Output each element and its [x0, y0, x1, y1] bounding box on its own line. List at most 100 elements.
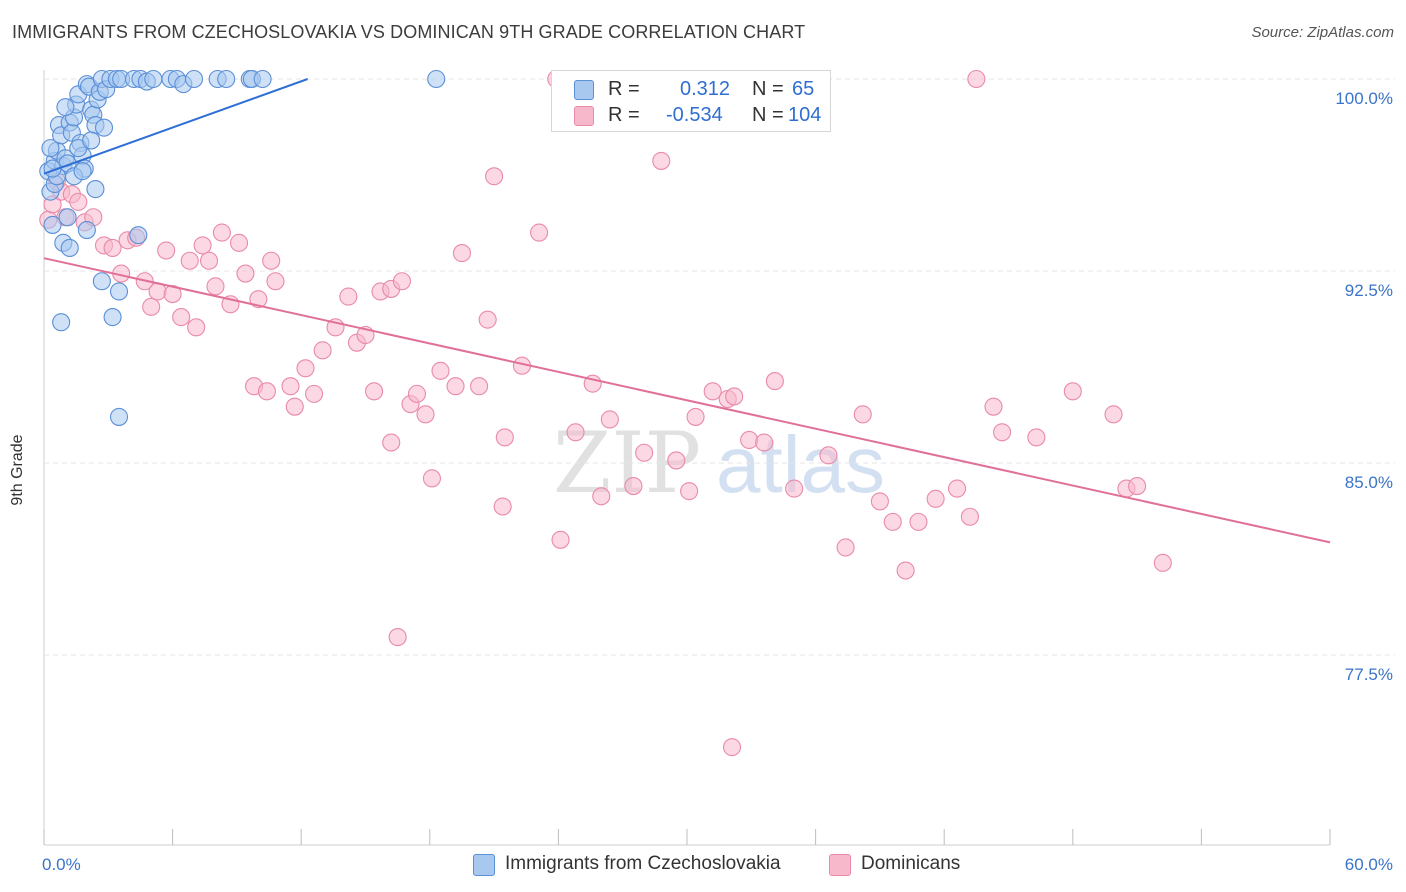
dominicans-point [422, 469, 441, 488]
dominicans-point [495, 428, 514, 447]
dominicans-point [1063, 382, 1082, 401]
dominicans-point [382, 433, 401, 452]
dominicans-point [993, 423, 1012, 442]
legend-r-value: 0.312 [680, 78, 731, 100]
dominicans-point [686, 407, 705, 426]
dominicans-point [407, 384, 426, 403]
dominicans-point [592, 487, 611, 506]
dominicans-point [680, 482, 699, 501]
dominicans-point [836, 538, 855, 557]
dominicans-point [740, 430, 759, 450]
dominicans-point [206, 277, 225, 296]
legend-n-value: 104 [788, 104, 822, 126]
y-tick-label: 85.0% [1345, 473, 1393, 492]
legend-r-label: R = [608, 78, 640, 100]
dominicans-point [624, 476, 643, 496]
dominicans-point [281, 377, 300, 396]
legend-n-label: N = [752, 104, 784, 126]
chart-title: IMMIGRANTS FROM CZECHOSLOVAKIA VS DOMINI… [12, 22, 806, 42]
chart-source: Source: ZipAtlas.com [1251, 24, 1394, 41]
dominicans-point [566, 423, 585, 442]
dominicans-point [883, 512, 902, 531]
czechoslovakia-point [86, 180, 105, 199]
dominicans-point [725, 387, 744, 406]
dominicans-point [478, 310, 497, 329]
czechoslovakia-point [58, 208, 77, 227]
dominicans-point [1104, 405, 1123, 424]
czechoslovakia-point [129, 226, 148, 245]
czechoslovakia-trend-line [43, 78, 308, 175]
dominicans-point [600, 410, 619, 429]
dominicans-point [416, 405, 435, 424]
legend-n-label: N = [752, 78, 784, 100]
czechoslovakia-point [217, 69, 236, 89]
dominicans-point [470, 377, 489, 396]
dominicans-point [103, 238, 122, 258]
dominicans-point [392, 272, 411, 291]
dominicans-point [967, 69, 986, 89]
dominicans-point [187, 318, 206, 337]
dominicans-point [266, 272, 285, 291]
dominicans-point [948, 479, 967, 498]
dominicans-point [365, 382, 384, 401]
dominicans-point [765, 372, 784, 391]
legend-r-value: -0.534 [666, 104, 723, 126]
y-tick-label: 92.5% [1345, 281, 1393, 300]
y-tick-label: 77.5% [1345, 665, 1393, 684]
series-legend: Immigrants from Czechoslovakia Dominican… [0, 852, 1406, 878]
dominicans-point [262, 251, 281, 270]
dominicans-point [296, 359, 315, 378]
dominicans-points [39, 69, 1172, 757]
dominicans-point [785, 479, 804, 498]
y-tick-label: 100.0% [1335, 89, 1393, 108]
dominicans-point [1153, 553, 1172, 572]
dominicans-point [703, 382, 722, 401]
dominicans-point [199, 251, 219, 270]
watermark-atlas: atlas [716, 420, 885, 509]
dominicans-point [163, 284, 182, 304]
tick-labels: 77.5% 85.0% 92.5% 100.0% 0.0% 60.0% [42, 89, 1393, 874]
dominicans-point [984, 397, 1003, 416]
czechoslovakia-point [56, 98, 75, 117]
dominicans-point [853, 405, 872, 424]
legend-n-value: 65 [792, 78, 815, 100]
czechoslovakia-point [427, 69, 446, 89]
czechoslovakia-point [41, 139, 60, 158]
legend-swatch-czechoslovakia [473, 854, 495, 876]
czechoslovakia-point [184, 69, 204, 89]
czechoslovakia-point [253, 69, 272, 89]
dominicans-point [257, 382, 276, 401]
czechoslovakia-point [60, 238, 79, 258]
legend-row-czechoslovakia: R = 0.312 N = 65 [574, 76, 824, 102]
czechoslovakia-point [109, 282, 129, 301]
axes [43, 70, 1331, 846]
dominicans-point [157, 241, 176, 260]
legend-r-label: R = [608, 104, 640, 126]
dominicans-point [236, 264, 255, 283]
dominicans-point [652, 151, 671, 170]
dominicans-point [909, 512, 928, 531]
dominicans-point [193, 236, 212, 255]
grid-lines [44, 78, 1395, 656]
czechoslovakia-point [77, 220, 96, 240]
dominicans-point [142, 297, 161, 316]
dominicans-point [551, 530, 570, 549]
dominicans-point [960, 507, 979, 526]
dominicans-point [446, 377, 465, 396]
legend-swatch-dominicans [829, 854, 851, 876]
legend-swatch-dominicans [574, 106, 594, 126]
dominicans-point [635, 443, 654, 462]
dominicans-point [1027, 428, 1046, 447]
dominicans-point [485, 167, 504, 186]
dominicans-point [388, 628, 407, 647]
dominicans-point [305, 384, 324, 403]
czechoslovakia-point [109, 407, 129, 426]
dominicans-point [180, 251, 199, 270]
dominicans-point [339, 287, 358, 306]
trend-lines [43, 78, 1331, 544]
dominicans-point [1128, 476, 1147, 496]
legend-swatch-czechoslovakia [574, 80, 594, 100]
x-tick-label: 0.0% [42, 855, 81, 874]
czechoslovakia-point [94, 118, 114, 137]
